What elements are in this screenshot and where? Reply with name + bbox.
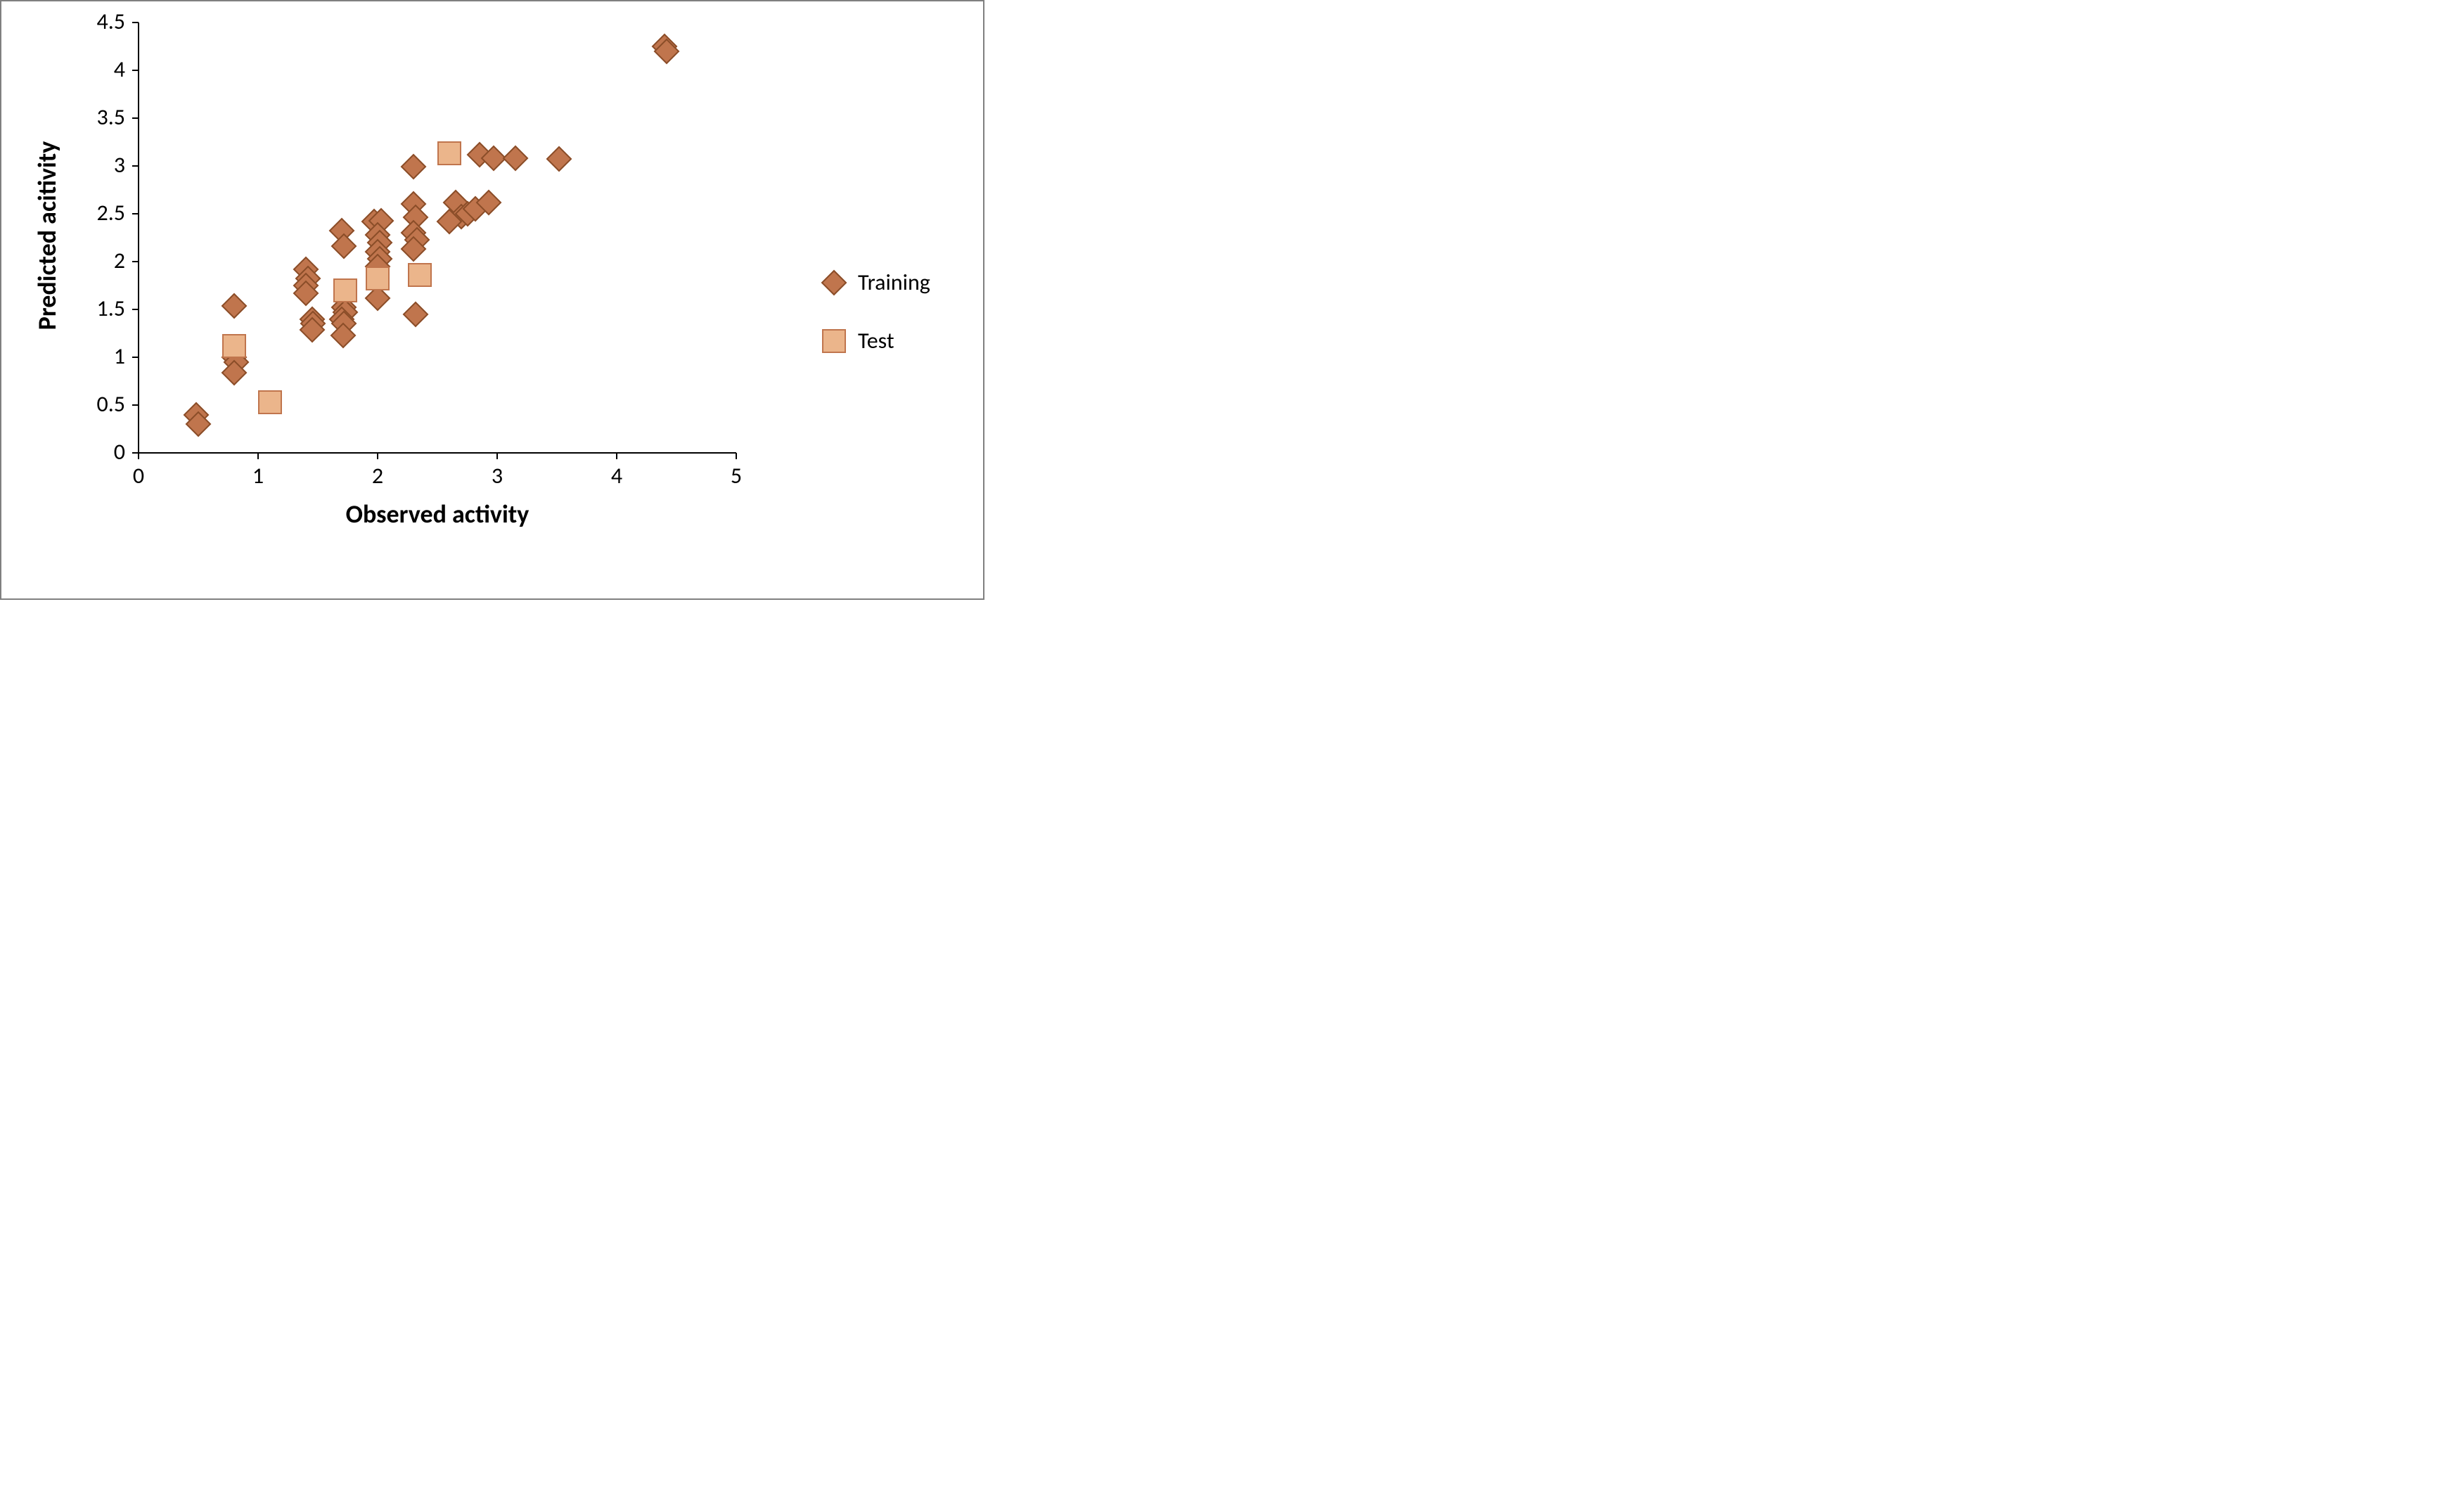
x-tick-label: 5 [708,462,764,489]
legend-diamond-icon [817,274,851,292]
training-point [401,154,427,180]
x-axis [139,452,736,454]
x-axis-title: Observed activity [139,499,736,530]
test-point [222,334,246,358]
test-point [437,141,461,165]
legend: Training Test [817,269,930,385]
test-point [366,267,390,290]
test-point [258,390,282,414]
y-tick [132,117,139,119]
plot-area [139,23,736,453]
y-tick-label: 2.5 [69,199,125,226]
legend-square-icon [817,329,851,353]
y-tick-label: 3.5 [69,103,125,131]
x-tick-label: 0 [110,462,167,489]
y-tick-label: 2 [69,247,125,274]
training-point [403,301,429,327]
y-tick [132,452,139,454]
y-axis-title: Predicted acitivity [32,20,63,451]
x-tick-label: 2 [349,462,406,489]
y-tick-label: 3 [69,151,125,179]
x-tick [377,453,378,459]
legend-item: Test [817,327,930,354]
y-tick-label: 1.5 [69,295,125,322]
x-tick [616,453,617,459]
x-tick-label: 1 [230,462,286,489]
legend-label: Test [858,327,894,354]
y-tick-label: 0 [69,438,125,466]
legend-label: Training [858,269,930,296]
y-tick [132,213,139,214]
test-point [408,263,432,287]
training-point [502,146,528,172]
test-point [333,278,357,302]
y-axis [138,23,139,453]
y-tick-label: 0.5 [69,390,125,418]
training-point [546,146,572,172]
chart-frame: 0 1 2 3 4 5 0 0.5 1 1.5 2 2.5 3 3.5 4 4.5 Observed activ… [0,0,984,600]
y-tick-label: 4 [69,56,125,83]
x-tick [736,453,737,459]
y-tick-label: 1 [69,342,125,370]
y-tick-label: 4.5 [69,8,125,35]
y-tick [132,309,139,310]
y-tick [132,357,139,358]
x-tick [496,453,498,459]
x-tick [257,453,259,459]
x-tick [138,453,139,459]
x-tick-label: 4 [589,462,645,489]
y-tick [132,22,139,23]
y-tick [132,165,139,167]
x-tick-label: 3 [469,462,525,489]
legend-item: Training [817,269,930,296]
y-tick [132,404,139,406]
y-tick [132,261,139,262]
y-tick [132,70,139,71]
training-point [222,293,248,319]
